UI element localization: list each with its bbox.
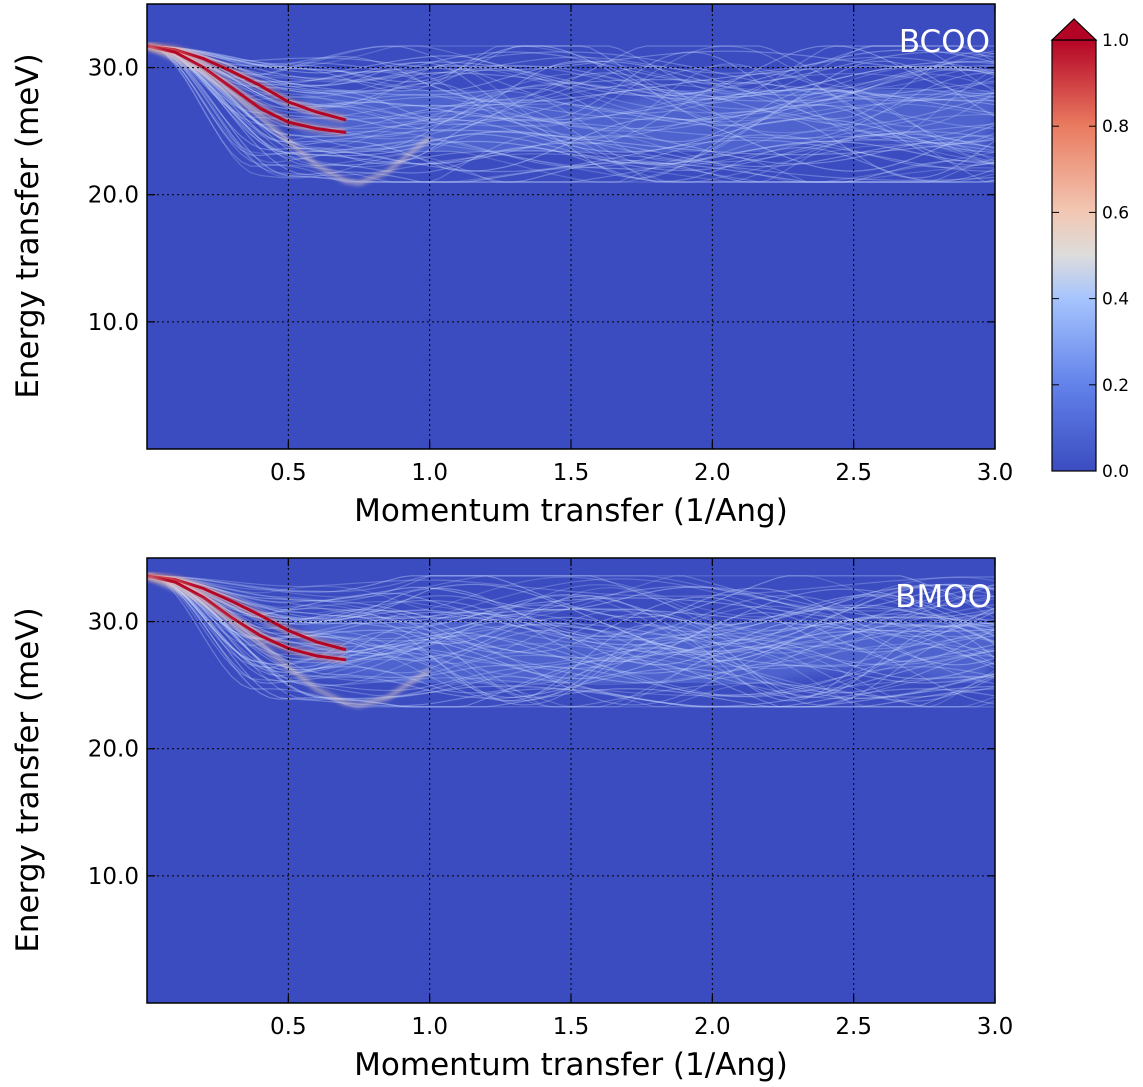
spectral-branch-faint: [147, 45, 995, 107]
spectral-branch-faint: [147, 45, 995, 183]
x-tick-label: 2.5: [835, 1014, 872, 1040]
y-ticks: 10.0 20.0 30.0: [88, 56, 995, 336]
y-tick-label: 20.0: [88, 737, 139, 763]
x-tick-label: 0.5: [270, 460, 307, 486]
x-tick-label: 3.0: [977, 1014, 1014, 1040]
spectral-branch-faint: [147, 575, 995, 633]
spectral-branch-faint: [147, 575, 995, 619]
colorbar-tick-label: 0.6: [1102, 203, 1129, 223]
panel-label: BMOO: [895, 579, 992, 615]
colorbar-tick-label: 0.4: [1102, 290, 1129, 310]
spectral-branch-faint: [147, 45, 995, 102]
heatmap-panel-bcoo: 0.5 1.0 1.5 2.0 2.5 3.0 10.0 20.0 30.0 BCOO Mom…: [10, 3, 1013, 529]
x-tick-label: 1.0: [411, 460, 448, 486]
x-ticks: 0.5 1.0 1.5 2.0 2.5 3.0: [270, 4, 1013, 486]
x-tick-label: 2.0: [694, 460, 731, 486]
x-tick-label: 1.5: [553, 1014, 590, 1040]
spectral-branch-faint: [147, 45, 995, 179]
spectral-band-glow: [299, 48, 995, 194]
y-axis-label: Energy transfer (meV): [10, 607, 46, 952]
colorbar-tick-label: 0.8: [1102, 117, 1129, 137]
spectral-branch-faint: [147, 575, 995, 667]
x-tick-label: 3.0: [977, 460, 1014, 486]
dispersion-branch-lower: [147, 44, 347, 134]
spectral-branch-faint: [147, 575, 995, 631]
panel-label: BCOO: [899, 24, 990, 60]
spectral-branch-faint: [147, 575, 995, 663]
colorbar-tick-label: 0.2: [1102, 376, 1129, 396]
spectral-branch-faint: [147, 45, 995, 134]
grid-lines: [147, 4, 995, 449]
spectral-branch-faint: [147, 575, 995, 612]
spectral-band-glow: [299, 579, 995, 726]
colorbar-extend-arrow: [1050, 18, 1098, 41]
y-tick-label: 10.0: [88, 864, 139, 890]
colorbar-tick-label: 0.0: [1102, 462, 1129, 482]
y-tick-label: 10.0: [88, 310, 139, 336]
y-tick-label: 30.0: [88, 610, 139, 636]
colorbar-ticks: 0.0 0.2 0.4 0.6 0.8 1.0: [1052, 31, 1129, 482]
spectral-branch-faint: [147, 45, 995, 128]
x-axis-label: Momentum transfer (1/Ang): [354, 493, 788, 529]
colorbar: 0.0 0.2 0.4 0.6 0.8 1.0: [1050, 18, 1129, 482]
heatmap-panel-bmoo: 0.5 1.0 1.5 2.0 2.5 3.0 10.0 20.0 30.0 BMOO Mom…: [10, 557, 1013, 1083]
spectral-branch-faint: [147, 45, 995, 183]
spectral-branch-faint: [147, 45, 995, 139]
x-tick-label: 2.5: [835, 460, 872, 486]
spectral-branch-faint: [147, 45, 995, 168]
spectral-branch-faint: [147, 575, 995, 666]
x-ticks: 0.5 1.0 1.5 2.0 2.5 3.0: [270, 558, 1013, 1040]
dispersion-branch-lower: [147, 574, 347, 662]
spectral-branch-faint: [147, 45, 995, 74]
x-axis-label: Momentum transfer (1/Ang): [354, 1047, 788, 1083]
dispersion-branch-lowest: [147, 44, 431, 186]
x-tick-label: 1.5: [553, 460, 590, 486]
spectral-branch-faint: [147, 575, 995, 687]
y-tick-label: 30.0: [88, 56, 139, 82]
colorbar-tick-label: 1.0: [1102, 31, 1129, 51]
spectral-branch-faint: [147, 575, 995, 706]
spectral-branch-faint: [147, 45, 995, 143]
spectral-branch-faint: [147, 45, 995, 104]
y-tick-label: 20.0: [88, 183, 139, 209]
y-axis-label: Energy transfer (meV): [10, 53, 46, 398]
y-ticks: 10.0 20.0 30.0: [88, 610, 995, 890]
x-tick-label: 2.0: [694, 1014, 731, 1040]
spectral-branch-faint: [147, 45, 995, 89]
spectral-branch-faint: [147, 45, 995, 102]
grid-lines: [147, 558, 995, 1003]
spectral-branch-faint: [147, 45, 995, 127]
dispersion-branch-lowest: [147, 573, 431, 708]
x-tick-label: 1.0: [411, 1014, 448, 1040]
x-tick-label: 0.5: [270, 1014, 307, 1040]
colorbar-gradient: [1051, 39, 1097, 472]
